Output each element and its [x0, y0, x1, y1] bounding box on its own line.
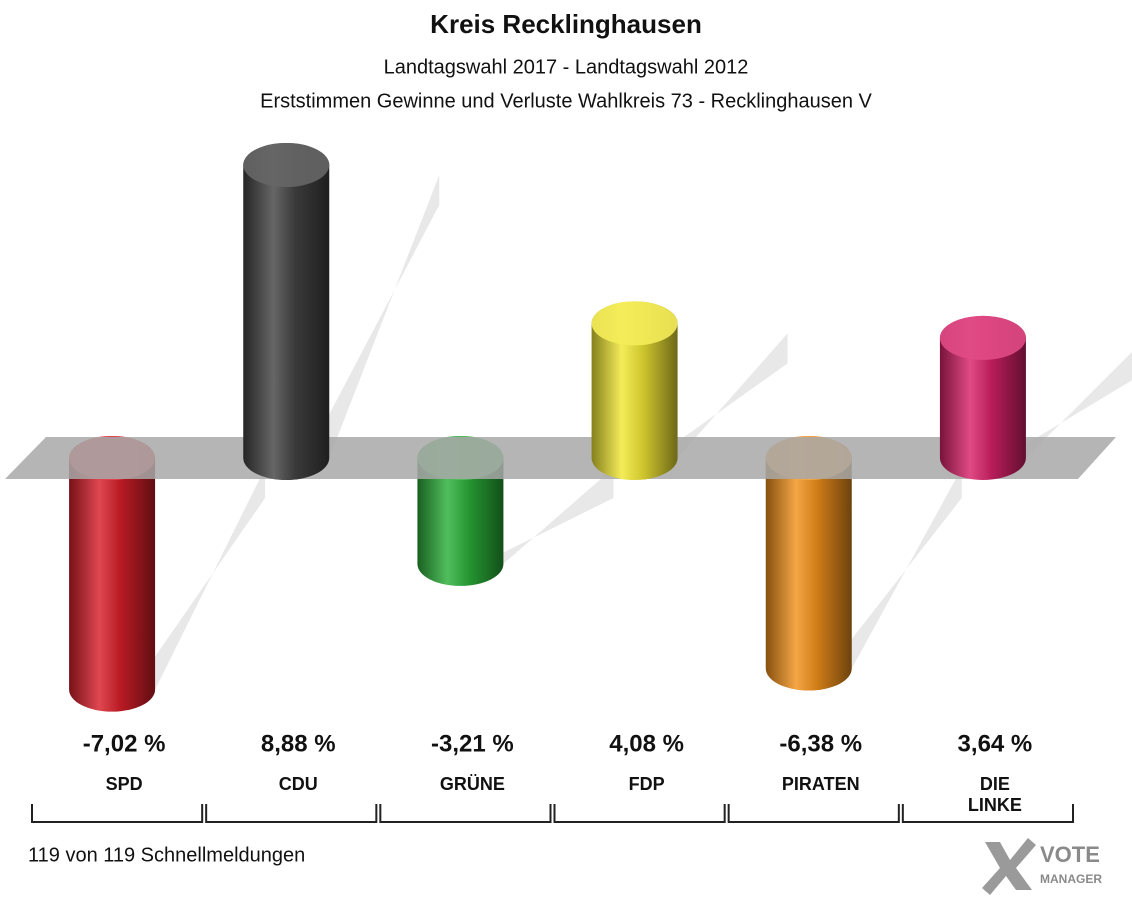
logo: VOTE MANAGER [982, 838, 1102, 895]
chart-subtitle: Erststimmen Gewinne und Verluste Wahlkre… [260, 90, 872, 112]
category-bracket [379, 804, 552, 823]
category-bracket [205, 804, 378, 823]
category-bracket [553, 804, 726, 823]
bar [243, 143, 330, 480]
category-label: FDP [628, 774, 665, 794]
category-label: DIE LINKE [967, 774, 1022, 815]
category-bracket [31, 804, 204, 823]
bar [591, 301, 678, 480]
logo-text: MANAGER [1040, 872, 1102, 886]
value-label: -6,38 % [779, 730, 862, 757]
value-label: -7,02 % [83, 730, 166, 757]
logo-icon [982, 838, 1036, 895]
value-label: 3,64 % [958, 730, 1033, 757]
bar-cap [243, 143, 330, 187]
category-label: CDU [278, 774, 318, 794]
chart-subtitle: Landtagswahl 2017 - Landtagswahl 2012 [384, 56, 749, 78]
footer: 119 von 119 Schnellmeldungen [28, 844, 305, 866]
bar-cap [939, 315, 1026, 360]
bar-cap [591, 301, 678, 346]
category-label: GRÜNE [439, 774, 505, 794]
value-label: 8,88 % [261, 730, 336, 757]
category-bracket [727, 804, 900, 823]
bar [69, 436, 156, 712]
category-label: SPD [105, 774, 143, 794]
category-bracket [901, 804, 1074, 823]
value-label: -3,21 % [431, 730, 514, 757]
value-label: 4,08 % [609, 730, 684, 757]
bar [765, 436, 852, 691]
logo-text: VOTE [1040, 842, 1100, 867]
category-label: PIRATEN [781, 774, 860, 794]
chart-title: Kreis Recklinghausen [430, 9, 702, 39]
